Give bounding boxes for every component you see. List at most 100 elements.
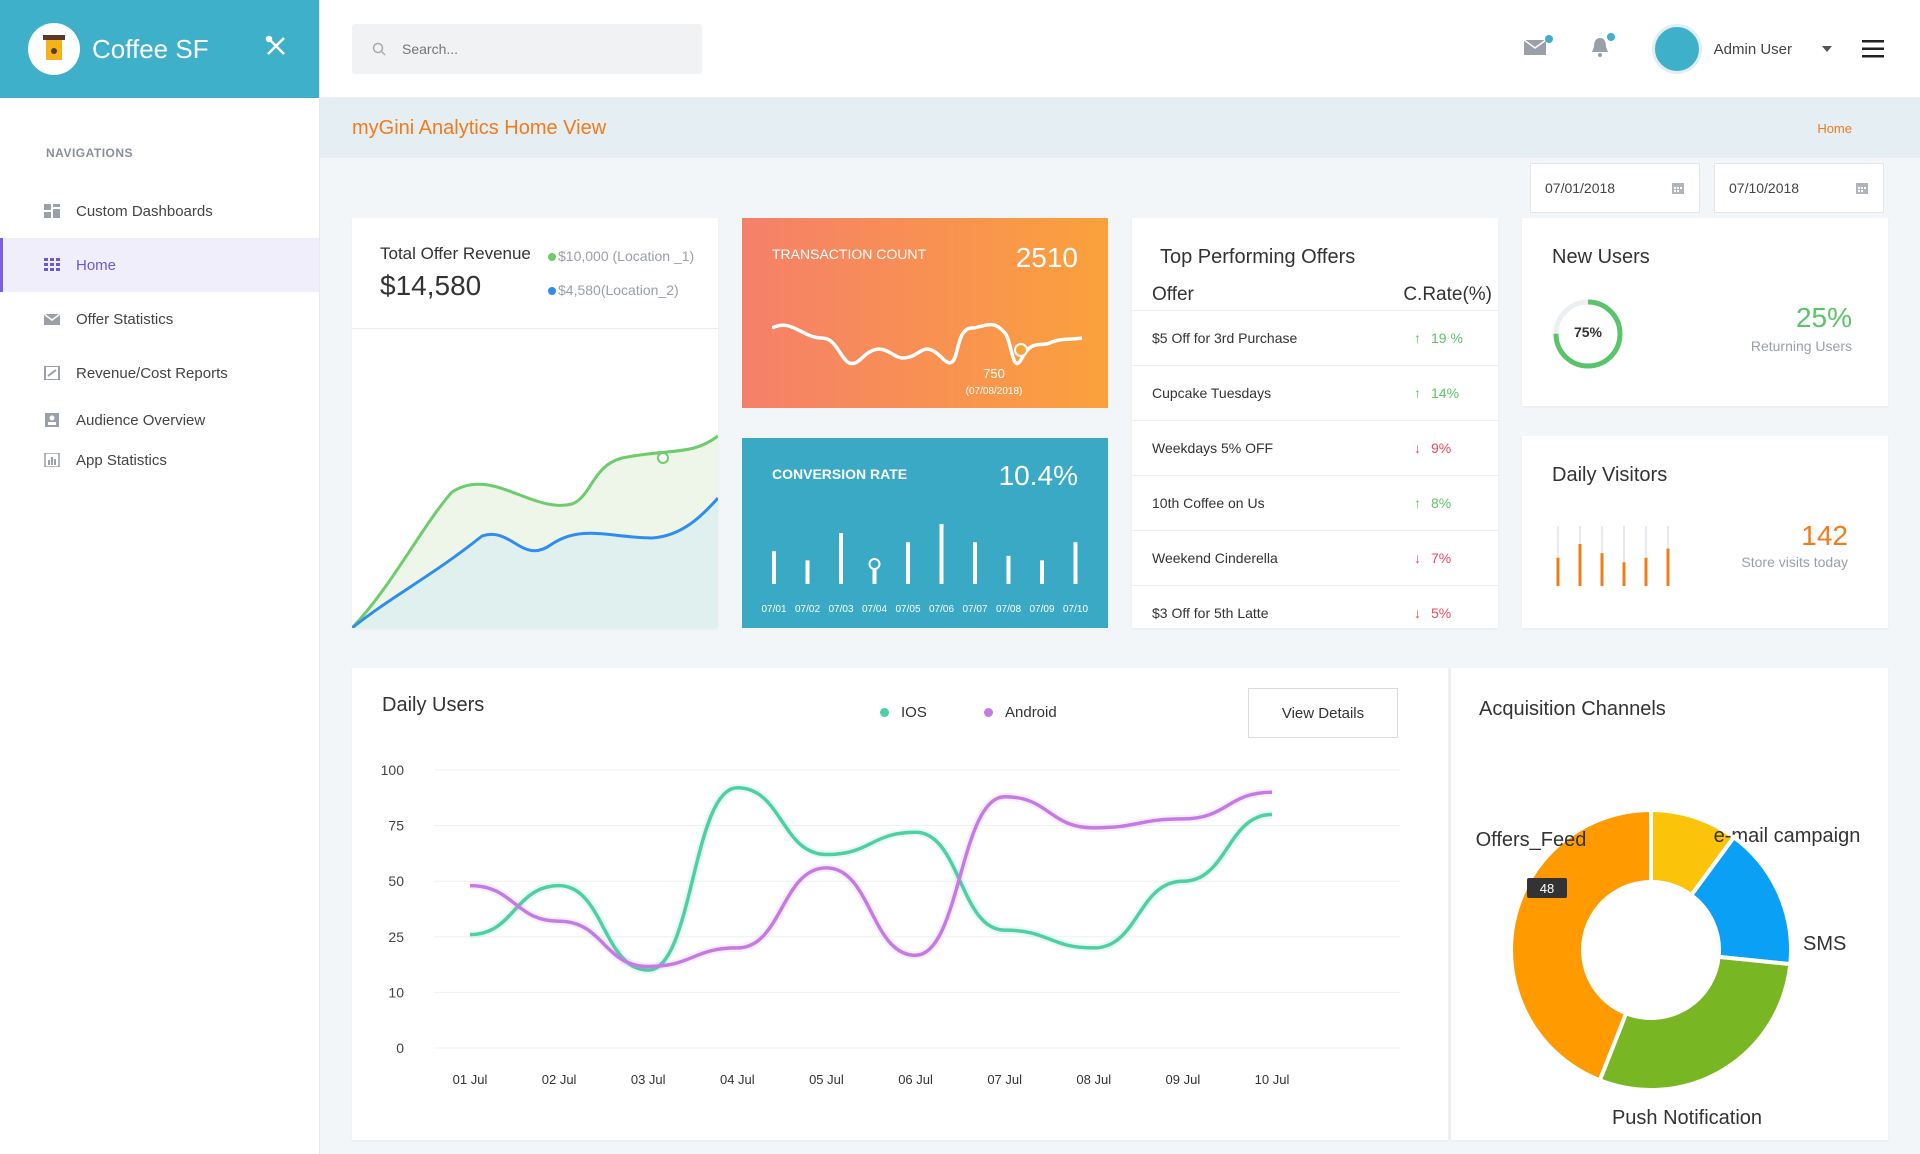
conversion-bar [839,533,843,584]
series-line-android [469,790,1273,969]
chevron-down-icon[interactable] [1822,46,1832,52]
offer-rate-value: 19 % [1431,330,1463,346]
acquisition-card: Acquisition Channels e-mail campaign SMS P… [1450,668,1888,1140]
nav-item-home[interactable]: Home [0,238,319,292]
bell-icon[interactable] [1590,32,1615,63]
offer-row[interactable]: 10th Coffee on Us ↑ 8% [1132,475,1498,530]
visitor-bar-track [1623,526,1625,586]
x-tick-label: 06 Jul [898,1072,933,1087]
slice-label: e-mail campaign [1714,825,1861,847]
rate-column-header: C.Rate(%) [1403,284,1492,305]
new-users-card: New Users 75% 25% Returning Users [1522,218,1888,406]
legend-label: $4,580(Location_2) [558,282,679,298]
location-2-line [352,497,718,628]
end-date-field[interactable]: 07/10/2018 [1714,163,1884,213]
bell-notification-dot [1606,32,1615,41]
nav-item-offer-statistics[interactable]: Offer Statistics [0,292,319,346]
arrow-down-icon: ↓ [1414,440,1421,456]
mail-notification-dot [1544,34,1553,43]
calendar-icon[interactable] [1671,181,1685,195]
offer-rate: ↓ 9% [1414,440,1474,456]
conversion-day-label: 07/09 [1029,604,1054,615]
conversion-day-label: 07/03 [828,604,853,615]
conversion-day-label: 07/08 [996,604,1021,615]
nav-item-label: Custom Dashboards [76,202,213,220]
visitor-bar [1556,557,1560,586]
daily-users-line-chart: 0 10 25 50 75 100 01 Jul 02 Jul 03 Jul 04 Jul 05 J… [381,762,1400,1087]
avatar[interactable] [1651,24,1702,74]
slice-value-label: 48 [1540,881,1554,896]
legend-dot [548,287,556,295]
calendar-icon[interactable] [1855,181,1869,195]
offer-row[interactable]: $3 Off for 5th Latte ↓ 5% [1132,585,1498,640]
user-name[interactable]: Admin User [1713,40,1792,58]
daily-visitors-title: Daily Visitors [1552,464,1668,486]
view-details-button[interactable]: View Details [1248,688,1398,738]
end-date-value: 07/10/2018 [1729,180,1800,196]
mail-icon[interactable] [1523,34,1553,61]
offer-name: Cupcake Tuesdays [1152,385,1272,401]
offer-rate: ↑ 19 % [1414,330,1474,346]
offer-row[interactable]: Cupcake Tuesdays ↑ 14% [1132,365,1498,420]
visitor-bar-track [1557,526,1559,586]
start-date-field[interactable]: 07/01/2018 [1530,163,1700,213]
arrow-up-icon: ↑ [1414,330,1421,346]
tools-icon[interactable] [261,34,291,65]
legend-android: Android [984,704,1057,721]
brand-name: Coffee SF [92,33,209,64]
search-input[interactable] [402,41,682,57]
revenue-card: Total Offer Revenue $14,580 $10,000 (Loc… [352,218,718,628]
daily-visitors-value: 142 [1801,520,1848,551]
x-tick-label: 08 Jul [1076,1072,1111,1087]
visitor-bar [1644,557,1648,586]
page-title: myGini Analytics Home View [352,116,607,139]
offer-row[interactable]: $5 Off for 3rd Purchase ↑ 19 % [1132,310,1498,365]
location-2-area [352,498,718,628]
conversion-bar [1006,555,1011,584]
legend-dot [984,708,993,717]
conversion-bar-chart: 07/01 07/02 07/03 07/04 07/05 07/06 07/07 07/08… [761,524,1088,615]
conversion-day-label: 07/10 [1063,604,1088,615]
slice-value-badge [1527,878,1567,898]
search-box[interactable] [352,24,702,74]
offer-name: 10th Coffee on Us [1152,495,1265,511]
nav-list: Custom Dashboards Home Offer Statistics … [0,184,319,480]
brand-header: Coffee SF [0,0,319,98]
breadcrumb[interactable]: Home [1817,120,1852,136]
conversion-day-label: 07/07 [962,604,987,615]
daily-users-title: Daily Users [382,694,485,716]
top-icons: Admin User [1523,22,1884,76]
transaction-line-chart: 750 (07/08/2018) [772,322,1082,397]
transaction-marker-date: (07/08/2018) [966,386,1023,397]
offer-row[interactable]: Weekdays 5% OFF ↓ 9% [1132,420,1498,475]
conversion-rate-label: CONVERSION RATE [772,466,908,482]
acquisition-title: Acquisition Channels [1479,698,1666,720]
conversion-day-label: 07/04 [862,604,887,615]
location-1-marker [657,452,669,464]
visitor-bar [1578,544,1582,586]
slice-push-notification [1597,954,1793,1092]
report-icon [44,366,60,380]
top-bar: Admin User [320,0,1920,98]
nav-item-custom-dashboards[interactable]: Custom Dashboards [0,184,319,238]
arrow-up-icon: ↑ [1414,385,1421,401]
hamburger-menu-icon[interactable] [1862,40,1884,58]
nav-item-label: Audience Overview [76,411,206,429]
acquisition-donut-chart: e-mail campaign SMS Push Notification Offer… [1476,807,1861,1129]
conversion-day-label: 07/01 [761,604,786,615]
new-users-progress-ring [1553,299,1623,369]
nav-item-audience-overview[interactable]: Audience Overview [0,400,319,440]
daily-visitors-bar-chart [1556,526,1670,586]
legend-dot [880,708,889,717]
series-glow [469,783,1273,975]
visitor-bar [1622,562,1626,586]
offer-rate: ↑ 8% [1414,495,1474,511]
offer-row[interactable]: Weekend Cinderella ↓ 7% [1132,530,1498,585]
offer-rate-value: 7% [1431,550,1452,566]
nav-item-revenue-cost-reports[interactable]: Revenue/Cost Reports [0,346,319,400]
visitor-bar-track [1645,526,1647,586]
x-tick-label: 05 Jul [809,1072,844,1087]
search-icon [372,42,386,56]
nav-item-app-statistics[interactable]: App Statistics [0,440,319,480]
legend-label: IOS [901,704,927,721]
